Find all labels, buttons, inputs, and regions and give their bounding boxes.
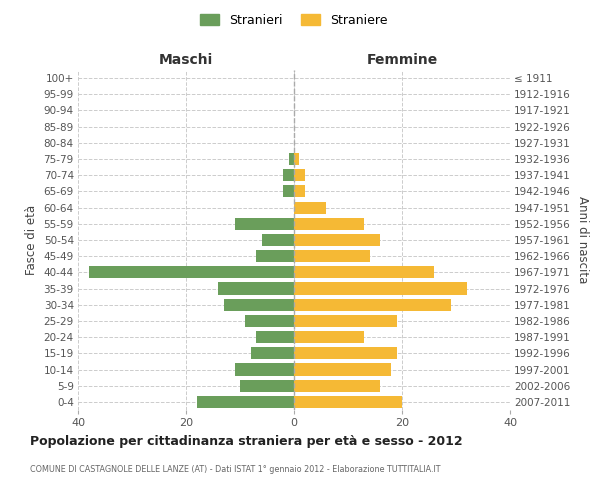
Bar [294,234,380,246]
Bar [240,380,294,392]
Text: Femmine: Femmine [367,53,437,67]
Bar [294,202,326,213]
Bar [294,250,370,262]
Bar [283,169,294,181]
Bar [294,218,364,230]
Bar [197,396,294,408]
Bar [294,380,380,392]
Bar [294,153,299,165]
Bar [235,364,294,376]
Bar [294,331,364,343]
Bar [245,315,294,327]
Bar [283,186,294,198]
Bar [294,364,391,376]
Bar [256,331,294,343]
Bar [256,250,294,262]
Y-axis label: Anni di nascita: Anni di nascita [577,196,589,284]
Bar [294,298,451,311]
Text: COMUNE DI CASTAGNOLE DELLE LANZE (AT) - Dati ISTAT 1° gennaio 2012 - Elaborazion: COMUNE DI CASTAGNOLE DELLE LANZE (AT) - … [30,465,440,474]
Bar [294,396,402,408]
Bar [294,315,397,327]
Bar [294,169,305,181]
Bar [218,282,294,294]
Text: Popolazione per cittadinanza straniera per età e sesso - 2012: Popolazione per cittadinanza straniera p… [30,435,463,448]
Bar [294,266,434,278]
Y-axis label: Fasce di età: Fasce di età [25,205,38,275]
Bar [262,234,294,246]
Bar [294,282,467,294]
Legend: Stranieri, Straniere: Stranieri, Straniere [196,8,392,32]
Bar [235,218,294,230]
Bar [289,153,294,165]
Bar [294,186,305,198]
Text: Maschi: Maschi [159,53,213,67]
Bar [294,348,397,360]
Bar [224,298,294,311]
Bar [251,348,294,360]
Bar [89,266,294,278]
